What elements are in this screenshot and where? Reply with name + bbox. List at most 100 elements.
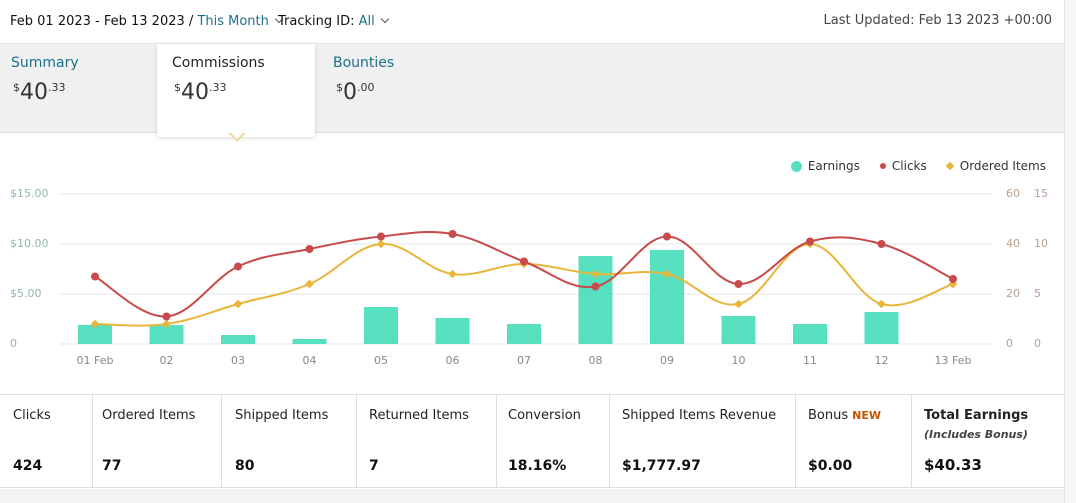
earnings-bar[interactable] [721,316,756,344]
metric-label: Total Earnings [924,408,1029,423]
y-axis-items-tick: 15 [1034,187,1048,200]
legend-ordered-label: Ordered Items [959,159,1046,173]
metrics-row: Clicks 424 Ordered Items 77 Shipped Item… [0,394,1064,488]
legend-clicks[interactable]: Clicks [879,159,927,173]
ordered-items-point[interactable] [305,279,314,289]
metric-conversion: Conversion 18.16% [495,395,610,488]
tab-summary[interactable]: Summary $40.33 [0,44,156,133]
clicks-point[interactable] [877,240,886,248]
clicks-point[interactable] [734,280,743,288]
amount-cents: .33 [48,81,66,94]
metric-label: Ordered Items [102,408,196,423]
metric-label: Clicks [13,408,51,423]
metric-value: $1,777.97 [622,458,701,474]
clicks-point[interactable] [949,275,957,283]
metric-sublabel: (Includes Bonus) [924,428,1028,441]
x-axis-tick: 09 [660,354,674,367]
x-axis-tick: 13 Feb [934,354,972,367]
tab-summary-label: Summary [11,55,79,71]
bottom-divider [0,489,1076,503]
ordered-items-point[interactable] [233,299,243,309]
y-axis-clicks-tick: 60 [1006,187,1020,200]
earnings-legend-dot-icon [790,160,802,172]
legend-clicks-label: Clicks [891,159,927,173]
clicks-point[interactable] [520,257,528,266]
scrollbar-track[interactable] [1064,0,1076,503]
earnings-bar[interactable] [221,335,255,344]
amount-cents: .00 [357,81,375,94]
y-axis-left-tick: $5.00 [10,287,42,300]
earnings-bar[interactable] [507,324,541,344]
clicks-line [94,231,954,318]
date-range-selector[interactable]: Feb 01 2023 - Feb 13 2023 / This Month [10,14,284,29]
x-axis-tick: 07 [517,354,531,367]
ordered-items-line [94,242,954,327]
earnings-bar[interactable] [292,339,327,344]
tab-bounties[interactable]: Bounties $0.00 [333,44,473,133]
metric-ordered-items: Ordered Items 77 [89,395,222,488]
ordered-items-point[interactable] [877,299,886,309]
x-axis-tick: 12 [874,354,889,367]
earnings-bar[interactable] [435,318,470,344]
x-axis-tick: 11 [803,354,817,367]
legend-earnings[interactable]: Earnings [790,159,860,173]
x-axis-tick: 03 [231,354,245,367]
x-axis-tick: 05 [374,354,388,367]
clicks-point[interactable] [377,232,385,241]
metric-total-earnings: Total Earnings (Includes Bonus) $40.33 [911,395,1064,488]
metric-value: 424 [13,458,43,474]
period-link[interactable]: This Month [197,14,269,29]
y-axis-left-tick: $10.00 [10,237,49,250]
tracking-id-label: Tracking ID: [278,14,355,29]
x-axis-tick: 06 [445,354,460,367]
y-axis-left-tick: $15.00 [10,187,49,200]
clicks-point[interactable] [305,245,314,253]
clicks-point[interactable] [806,237,814,246]
metric-label: Returned Items [369,408,469,423]
earnings-bar[interactable] [650,250,684,344]
clicks-legend-dot-icon [879,163,886,169]
clicks-point[interactable] [234,262,242,271]
clicks-point[interactable] [91,272,99,281]
tracking-id-value[interactable]: All [358,14,375,29]
earnings-bar[interactable] [793,324,827,344]
ordered-items-point[interactable] [662,269,672,279]
tab-commissions[interactable]: Commissions $40.33 [157,44,315,137]
y-axis-left-tick: 0 [10,337,17,350]
currency-symbol: $ [336,81,343,94]
earnings-bar[interactable] [149,325,184,344]
earnings-bar[interactable] [78,325,112,344]
tab-commissions-amount: $40.33 [174,80,227,105]
active-tab-caret-icon [228,132,246,142]
ordered-items-point[interactable] [376,239,386,249]
tracking-id-selector[interactable]: Tracking ID: All [278,14,389,29]
metric-clicks: Clicks 424 [0,395,93,488]
y-axis-clicks-tick: 0 [1006,337,1013,350]
summary-tabs: Summary $40.33 Commissions $40.33 Bounti… [0,44,1064,137]
chart-canvas [60,193,992,345]
ordered-items-point[interactable] [591,269,600,279]
clicks-point[interactable] [663,232,671,241]
x-axis-tick: 04 [302,354,317,367]
y-axis-clicks-tick: 40 [1006,237,1020,250]
x-axis-tick: 02 [159,354,174,367]
clicks-point[interactable] [591,282,600,291]
ordered-items-point[interactable] [734,299,743,309]
metric-returned-items: Returned Items 7 [356,395,497,488]
chevron-down-icon[interactable] [380,14,389,24]
ordered-items-point[interactable] [90,319,100,329]
earnings-bar[interactable] [578,256,613,344]
earnings-bar[interactable] [364,307,398,344]
metric-label: Conversion [508,408,581,423]
y-axis-items-tick: 5 [1034,287,1041,300]
legend-ordered-items[interactable]: Ordered Items [945,159,1046,173]
clicks-point[interactable] [162,312,171,321]
metric-shipped-items-revenue: Shipped Items Revenue $1,777.97 [609,395,796,488]
ordered-items-point[interactable] [448,269,457,279]
ordered-items-point[interactable] [162,319,171,329]
metric-value: 18.16% [508,458,567,474]
metric-label: Bonus NEW [808,408,881,423]
clicks-point[interactable] [448,230,457,238]
earnings-bar[interactable] [864,312,899,344]
x-axis-tick: 01 Feb [76,354,114,367]
